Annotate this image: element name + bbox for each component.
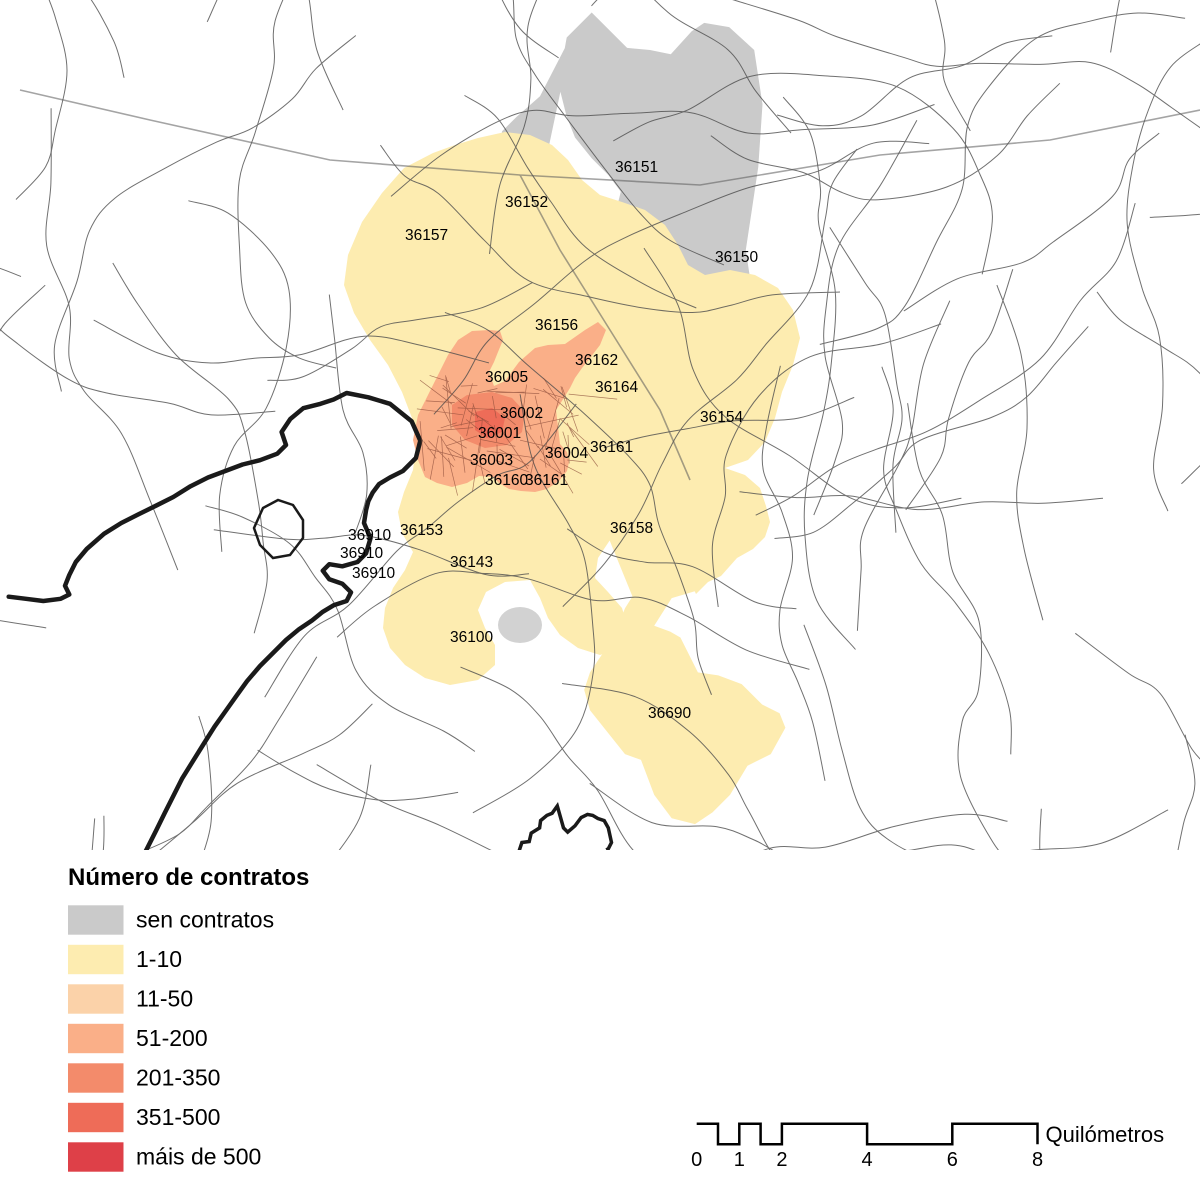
svg-text:36164: 36164 — [595, 379, 638, 396]
svg-text:Número de contratos: Número de contratos — [68, 864, 309, 891]
svg-text:36154: 36154 — [700, 409, 743, 426]
svg-text:36003: 36003 — [470, 452, 513, 469]
svg-text:36910: 36910 — [348, 527, 391, 544]
svg-text:0: 0 — [691, 1149, 702, 1171]
svg-text:36157: 36157 — [405, 227, 448, 244]
svg-text:51-200: 51-200 — [136, 1025, 208, 1051]
svg-text:6: 6 — [947, 1149, 958, 1171]
svg-text:36910: 36910 — [340, 545, 383, 562]
svg-text:11-50: 11-50 — [136, 986, 193, 1012]
svg-text:36161: 36161 — [525, 472, 568, 489]
svg-text:8: 8 — [1032, 1149, 1043, 1171]
svg-text:36143: 36143 — [450, 554, 493, 571]
svg-text:36005: 36005 — [485, 369, 528, 386]
svg-text:36160: 36160 — [485, 472, 528, 489]
svg-text:36161: 36161 — [590, 439, 633, 456]
svg-text:36910: 36910 — [352, 565, 395, 582]
svg-text:201-350: 201-350 — [136, 1065, 220, 1091]
svg-text:36162: 36162 — [575, 352, 618, 369]
svg-text:2: 2 — [776, 1149, 787, 1171]
svg-text:36004: 36004 — [545, 445, 588, 462]
svg-text:36100: 36100 — [450, 629, 493, 646]
svg-text:36153: 36153 — [400, 522, 443, 539]
svg-text:1-10: 1-10 — [136, 946, 182, 972]
svg-text:máis de 500: máis de 500 — [136, 1144, 261, 1170]
svg-text:36002: 36002 — [500, 405, 543, 422]
svg-text:4: 4 — [862, 1149, 873, 1171]
svg-text:Quilómetros: Quilómetros — [1046, 1122, 1165, 1147]
svg-text:sen contratos: sen contratos — [136, 907, 274, 933]
svg-text:36151: 36151 — [615, 159, 658, 176]
svg-text:1: 1 — [734, 1149, 745, 1171]
svg-text:36001: 36001 — [478, 425, 521, 442]
svg-text:36152: 36152 — [505, 194, 548, 211]
svg-text:36158: 36158 — [610, 520, 653, 537]
svg-text:36150: 36150 — [715, 249, 758, 266]
svg-text:36690: 36690 — [648, 705, 691, 722]
svg-text:36156: 36156 — [535, 317, 578, 334]
svg-text:351-500: 351-500 — [136, 1104, 220, 1130]
